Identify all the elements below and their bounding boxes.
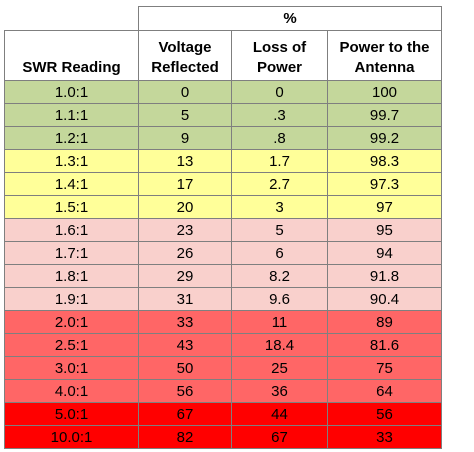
voltage-reflected-cell: 56: [138, 379, 232, 403]
swr-reading-cell: 1.9:1: [4, 287, 139, 311]
voltage-reflected-cell: 29: [138, 264, 232, 288]
table-row: 3.0:1 50 25 75: [4, 356, 442, 380]
power-to-antenna-cell: 91.8: [327, 264, 442, 288]
loss-of-power-cell: .3: [231, 103, 328, 127]
voltage-reflected-cell: 13: [138, 149, 232, 173]
voltage-reflected-cell: 23: [138, 218, 232, 242]
voltage-reflected-cell: 9: [138, 126, 232, 150]
voltage-reflected-cell: 5: [138, 103, 232, 127]
table-row: 1.7:1 26 6 94: [4, 241, 442, 265]
power-to-antenna-header-line-1: Power to the: [339, 39, 430, 56]
swr-reading-cell: 1.6:1: [4, 218, 139, 242]
swr-reading-cell: 1.0:1: [4, 80, 139, 104]
power-to-antenna-cell: 98.3: [327, 149, 442, 173]
swr-reading-header: SWR Reading: [4, 30, 139, 81]
voltage-reflected-cell: 43: [138, 333, 232, 357]
loss-of-power-cell: 6: [231, 241, 328, 265]
swr-reading-cell: 5.0:1: [4, 402, 139, 426]
swr-reading-cell: 1.1:1: [4, 103, 139, 127]
power-to-antenna-cell: 64: [327, 379, 442, 403]
table-row: 1.9:1 31 9.6 90.4: [4, 287, 442, 311]
power-to-antenna-cell: 97: [327, 195, 442, 219]
power-to-antenna-cell: 97.3: [327, 172, 442, 196]
table-row: 1.6:1 23 5 95: [4, 218, 442, 242]
power-to-antenna-cell: 75: [327, 356, 442, 380]
blank-corner-cell: [4, 6, 139, 31]
voltage-reflected-cell: 17: [138, 172, 232, 196]
loss-of-power-cell: 5: [231, 218, 328, 242]
loss-of-power-cell: .8: [231, 126, 328, 150]
swr-reading-cell: 2.0:1: [4, 310, 139, 334]
loss-of-power-header-line-1: Loss of: [252, 39, 307, 56]
loss-of-power-header: Loss of Power: [231, 30, 328, 81]
table-row: 1.2:1 9.8 99.2: [4, 126, 442, 150]
loss-of-power-header-line-2: Power: [256, 59, 302, 76]
voltage-reflected-cell: 50: [138, 356, 232, 380]
table-row: 1.1:1 5.3 99.7: [4, 103, 442, 127]
voltage-reflected-header-line-2: Reflected: [151, 59, 219, 76]
voltage-reflected-cell: 33: [138, 310, 232, 334]
power-to-antenna-cell: 99.7: [327, 103, 442, 127]
swr-reading-cell: 1.2:1: [4, 126, 139, 150]
swr-reading-cell: 1.4:1: [4, 172, 139, 196]
power-to-antenna-cell: 95: [327, 218, 442, 242]
table-row: 2.0:1 33 11 89: [4, 310, 442, 334]
loss-of-power-cell: 3: [231, 195, 328, 219]
voltage-reflected-cell: 67: [138, 402, 232, 426]
table-row: 1.3:1 13 1.7 98.3: [4, 149, 442, 173]
loss-of-power-cell: 44: [231, 402, 328, 426]
voltage-reflected-cell: 31: [138, 287, 232, 311]
loss-of-power-cell: 18.4: [231, 333, 328, 357]
loss-of-power-cell: 0: [231, 80, 328, 104]
swr-reading-cell: 1.8:1: [4, 264, 139, 288]
table-body: 1.0:1 0 0 100 1.1:1 5.3 99.7 1.2:1 9.8 99.2 1.3:1 1…: [4, 80, 442, 449]
table-row: 1.8:1 29 8.2 91.8: [4, 264, 442, 288]
table-row: 5.0:1 67 44 56: [4, 402, 442, 426]
table-row: 1.0:1 0 0 100: [4, 80, 442, 104]
power-to-antenna-cell: 33: [327, 425, 442, 449]
swr-reading-cell: 2.5:1: [4, 333, 139, 357]
group-header-row: %: [4, 6, 442, 31]
voltage-reflected-header: Voltage Reflected: [138, 30, 232, 81]
power-to-antenna-header: Power to the Antenna: [327, 30, 442, 81]
power-to-antenna-cell: 56: [327, 402, 442, 426]
swr-table: % SWR Reading Voltage Reflected Loss of …: [4, 6, 442, 449]
swr-reading-cell: 10.0:1: [4, 425, 139, 449]
table-row: 1.5:1 20 3 97: [4, 195, 442, 219]
loss-of-power-cell: 11: [231, 310, 328, 334]
swr-reading-cell: 4.0:1: [4, 379, 139, 403]
power-to-antenna-cell: 89: [327, 310, 442, 334]
swr-reading-cell: 1.5:1: [4, 195, 139, 219]
power-to-antenna-cell: 81.6: [327, 333, 442, 357]
loss-of-power-cell: 36: [231, 379, 328, 403]
swr-reading-cell: 3.0:1: [4, 356, 139, 380]
loss-of-power-cell: 67: [231, 425, 328, 449]
voltage-reflected-header-line-1: Voltage: [158, 39, 212, 56]
table-row: 2.5:1 43 18.4 81.6: [4, 333, 442, 357]
power-to-antenna-header-line-2: Antenna: [354, 59, 415, 76]
swr-reading-cell: 1.7:1: [4, 241, 139, 265]
loss-of-power-cell: 25: [231, 356, 328, 380]
voltage-reflected-cell: 20: [138, 195, 232, 219]
percent-group-header: %: [138, 6, 442, 31]
power-to-antenna-cell: 100: [327, 80, 442, 104]
loss-of-power-cell: 1.7: [231, 149, 328, 173]
loss-of-power-cell: 8.2: [231, 264, 328, 288]
table-row: 10.0:1 82 67 33: [4, 425, 442, 449]
voltage-reflected-cell: 26: [138, 241, 232, 265]
voltage-reflected-cell: 0: [138, 80, 232, 104]
power-to-antenna-cell: 94: [327, 241, 442, 265]
table-row: 4.0:1 56 36 64: [4, 379, 442, 403]
loss-of-power-cell: 2.7: [231, 172, 328, 196]
voltage-reflected-cell: 82: [138, 425, 232, 449]
swr-reading-cell: 1.3:1: [4, 149, 139, 173]
loss-of-power-cell: 9.6: [231, 287, 328, 311]
column-header-row: SWR Reading Voltage Reflected Loss of Po…: [4, 30, 442, 81]
table-row: 1.4:1 17 2.7 97.3: [4, 172, 442, 196]
power-to-antenna-cell: 90.4: [327, 287, 442, 311]
power-to-antenna-cell: 99.2: [327, 126, 442, 150]
